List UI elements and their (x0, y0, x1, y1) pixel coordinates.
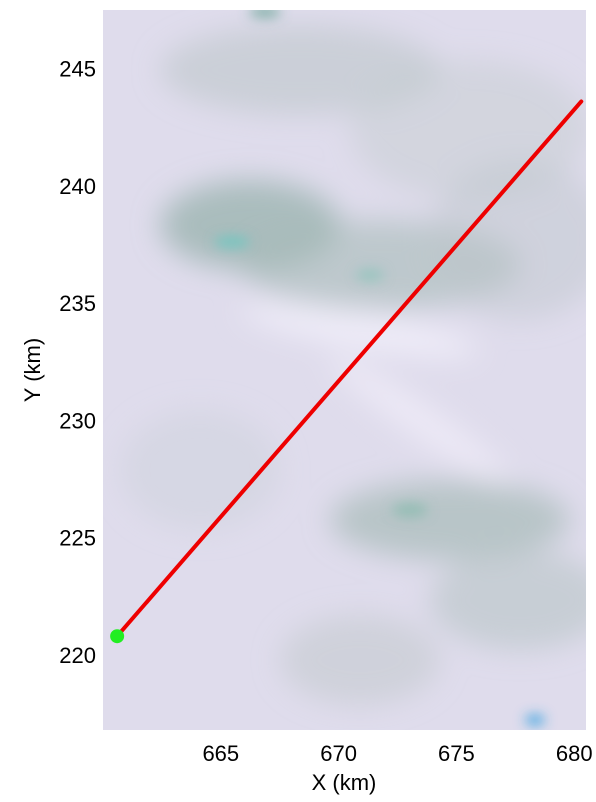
y-tick-label: 245 (59, 57, 96, 82)
y-tick-labels: 220 225 230 235 240 245 (59, 57, 96, 668)
series-layer (115, 99, 584, 639)
x-tick-label: 670 (320, 741, 357, 766)
x-axis-label: X (km) (312, 770, 377, 795)
y-axis-label: Y (km) (20, 338, 45, 402)
y-tick-label: 230 (59, 408, 96, 433)
series-line (115, 99, 584, 639)
y-tick-label: 235 (59, 291, 96, 316)
x-tick-label: 675 (438, 741, 475, 766)
x-tick-label: 680 (556, 741, 593, 766)
start-point-marker (110, 629, 125, 644)
y-tick-label: 220 (59, 643, 96, 668)
marker-layer (110, 629, 125, 644)
y-tick-label: 225 (59, 526, 96, 551)
background-imagery (103, 10, 586, 730)
y-tick-label: 240 (59, 174, 96, 199)
x-tick-label: 665 (202, 741, 239, 766)
x-tick-labels: 665 670 675 680 (202, 741, 592, 766)
